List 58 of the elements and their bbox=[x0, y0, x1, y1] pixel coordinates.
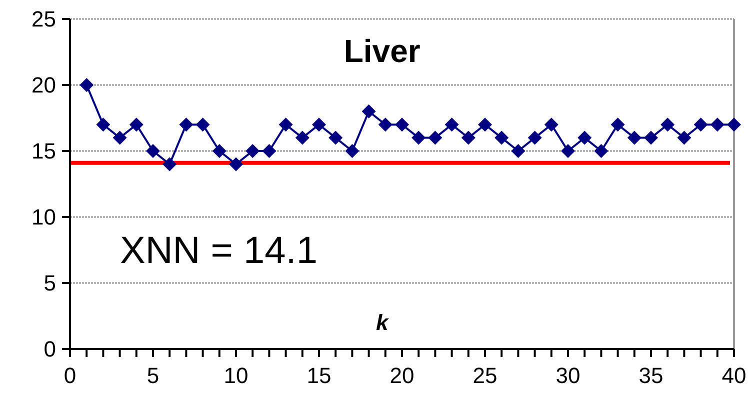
point bbox=[246, 144, 260, 158]
point bbox=[196, 118, 210, 132]
point bbox=[80, 78, 94, 92]
point bbox=[162, 157, 177, 172]
x-tick-label: 5 bbox=[146, 363, 160, 388]
point bbox=[112, 130, 127, 145]
x-tick-label: 20 bbox=[390, 363, 414, 388]
x-tick-label: 10 bbox=[224, 363, 248, 388]
point bbox=[444, 118, 459, 132]
point bbox=[378, 118, 392, 132]
point bbox=[677, 130, 692, 145]
point bbox=[412, 130, 426, 145]
point bbox=[727, 118, 741, 132]
point bbox=[594, 144, 608, 158]
point bbox=[262, 144, 276, 158]
point bbox=[494, 130, 509, 145]
point bbox=[295, 130, 310, 145]
point bbox=[627, 130, 642, 145]
point bbox=[278, 118, 293, 132]
point bbox=[660, 118, 675, 132]
point bbox=[428, 130, 442, 145]
y-tick-label: 5 bbox=[44, 270, 56, 296]
point bbox=[578, 130, 592, 145]
point bbox=[229, 157, 243, 172]
chart-title: Liver bbox=[344, 33, 420, 69]
point bbox=[610, 118, 625, 132]
x-axis-title: k bbox=[376, 310, 390, 335]
point bbox=[461, 130, 476, 145]
point bbox=[345, 144, 360, 158]
y-tick-label: 25 bbox=[32, 6, 56, 32]
point bbox=[362, 104, 376, 118]
point bbox=[561, 144, 575, 158]
y-tick-label: 15 bbox=[32, 138, 56, 164]
y-tick-label: 0 bbox=[44, 336, 56, 362]
point bbox=[694, 118, 708, 132]
x-tick-label: 35 bbox=[638, 363, 664, 388]
point bbox=[710, 118, 724, 132]
y-tick-label: 10 bbox=[32, 204, 56, 230]
x-tick-label: 15 bbox=[306, 363, 332, 388]
point bbox=[146, 144, 160, 158]
point bbox=[129, 118, 144, 132]
x-tick-label: 30 bbox=[556, 363, 580, 388]
point bbox=[212, 144, 226, 158]
point bbox=[96, 118, 110, 132]
annotation: XNN = 14.1 bbox=[120, 230, 318, 272]
point bbox=[644, 130, 658, 145]
point bbox=[179, 118, 194, 132]
point bbox=[544, 118, 558, 132]
x-tick-label: 25 bbox=[472, 363, 498, 388]
point bbox=[312, 118, 326, 132]
point bbox=[478, 118, 492, 132]
point bbox=[528, 130, 542, 145]
point bbox=[511, 144, 526, 158]
x-tick-label: 0 bbox=[64, 363, 76, 388]
x-tick-label: 40 bbox=[722, 363, 746, 388]
point bbox=[395, 118, 409, 132]
y-tick-label: 20 bbox=[32, 72, 56, 98]
point bbox=[328, 130, 343, 145]
